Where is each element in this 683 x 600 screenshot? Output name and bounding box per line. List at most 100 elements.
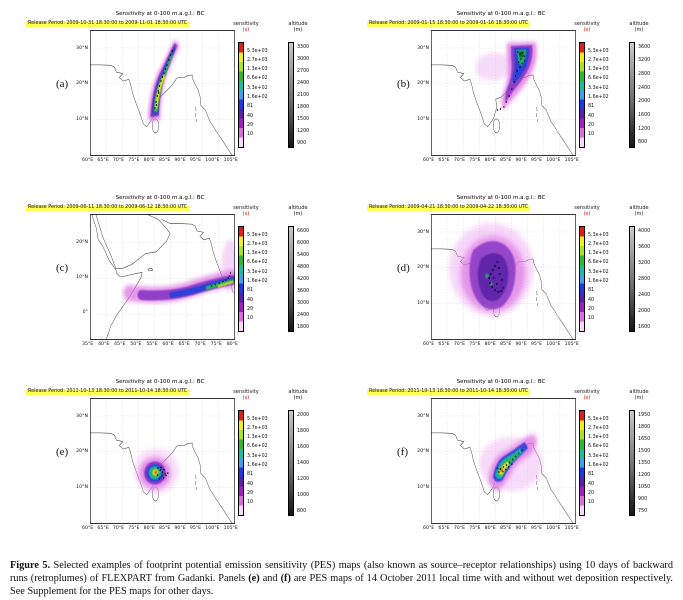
release-period-label: Release Period: 2009-10-31 18:30:00 to 2… <box>26 20 190 27</box>
map-plot <box>90 398 235 524</box>
tick-label: 40 <box>588 481 595 487</box>
sensitivity-colorbar-title: sensitivity (s) <box>228 205 264 217</box>
tick-label: 1800 <box>297 428 310 434</box>
trajectory-dots <box>496 51 526 111</box>
sensitivity-colorbar <box>579 410 585 516</box>
sensitivity-unit: (s) <box>242 27 250 33</box>
tick-label: 10°N <box>417 484 429 490</box>
panel-letter: (c) <box>56 262 69 274</box>
altitude-label: altitude <box>288 21 308 27</box>
sensitivity-colorbar <box>238 42 244 148</box>
caption-text-3: are PES maps of 14 October 2011 local ti… <box>10 572 674 597</box>
sensitivity-colorbar-ticks: 5.3e+03 2.7e+03 1.3e+03 6.6e+02 3.3e+02 1.6e+… <box>247 417 273 506</box>
tick-label: 70°E <box>194 341 206 347</box>
tick-label: 2.7e+03 <box>588 425 609 431</box>
tick-label: 5.3e+03 <box>588 48 609 54</box>
tick-label: 65°E <box>97 157 109 163</box>
y-axis-labels: 30°N 20°N 10°N <box>62 414 88 490</box>
tick-label: 105°E <box>223 157 238 163</box>
tick-label: 20 <box>247 307 254 313</box>
sensitivity-label: sensitivity <box>574 389 600 395</box>
tick-label: 35°E <box>82 341 94 347</box>
tick-label: 1600 <box>297 444 310 450</box>
tick-label: 1200 <box>638 472 651 478</box>
tick-label: 40 <box>588 297 595 303</box>
tick-label: 20°N <box>417 81 429 87</box>
tick-label: 6.6e+02 <box>588 260 609 266</box>
pes-plume <box>133 448 180 494</box>
tick-label: 4000 <box>638 228 651 234</box>
tick-label: 1400 <box>297 460 310 466</box>
tick-label: 30°N <box>417 229 429 235</box>
y-axis-labels: 30°N 20°N 10°N <box>62 46 88 122</box>
altitude-colorbar-ticks: 2000 1800 1600 1400 1200 1000 800 <box>297 413 319 514</box>
tick-label: 40 <box>247 297 254 303</box>
map-panel-d <box>431 214 576 340</box>
tick-label: 10 <box>588 500 595 506</box>
tick-label: 30°N <box>76 45 88 51</box>
tick-label: 1.3e+03 <box>247 435 268 441</box>
tick-label: 81 <box>588 104 595 110</box>
altitude-colorbar <box>288 42 294 148</box>
tick-label: 900 <box>297 140 307 146</box>
sensitivity-colorbar-title: sensitivity (s) <box>569 389 605 401</box>
sensitivity-label: sensitivity <box>574 205 600 211</box>
tick-label: 45°E <box>114 341 126 347</box>
altitude-unit: (m) <box>293 27 303 33</box>
x-axis-labels: 60°E 65°E 70°E 75°E 80°E 85°E 90°E 95°E 100°E 105… <box>423 526 579 531</box>
tick-label: 3200 <box>638 58 651 64</box>
altitude-colorbar-title: altitude (m) <box>621 389 657 401</box>
caption-text-1: Selected examples of footprint potential… <box>10 560 673 584</box>
sensitivity-colorbar-title: sensitivity (s) <box>569 21 605 33</box>
tick-label: 70°E <box>453 157 466 163</box>
tick-label: 75°E <box>469 157 481 163</box>
tick-label: 5.3e+03 <box>247 416 268 422</box>
map-plot <box>90 30 235 156</box>
sensitivity-colorbar-ticks: 5.3e+03 2.7e+03 1.3e+03 6.6e+02 3.3e+02 1.6e+… <box>588 417 614 506</box>
tick-label: 90°E <box>515 525 527 531</box>
map-plot <box>431 214 576 340</box>
tick-label: 6.6e+02 <box>588 76 609 82</box>
sensitivity-label: sensitivity <box>233 21 259 27</box>
altitude-label: altitude <box>629 21 649 27</box>
tick-label: 80°E <box>484 157 496 163</box>
tick-label: 95°E <box>530 525 543 531</box>
y-axis-labels: 30°N 20°N 10°N <box>403 414 429 490</box>
tick-label: 105°E <box>564 525 579 531</box>
tick-label: 20 <box>247 123 254 129</box>
tick-label: 65°E <box>438 341 450 347</box>
tick-label: 81 <box>588 472 595 478</box>
sensitivity-colorbar-ticks: 5.3e+03 2.7e+03 1.3e+03 6.6e+02 3.3e+02 1.6e+… <box>588 49 614 138</box>
release-period-label: Release Period: 2009-04-21 18:30:00 to 2… <box>367 204 531 211</box>
tick-label: 2700 <box>297 68 310 74</box>
tick-label: 1.6e+02 <box>247 279 268 285</box>
tick-label: 5.3e+03 <box>588 232 609 238</box>
tick-label: 80°E <box>484 525 496 531</box>
grid-lines <box>431 30 576 156</box>
trajectory-dots <box>488 261 505 293</box>
tick-label: 1.6e+02 <box>588 95 609 101</box>
tick-label: 20°N <box>76 449 88 455</box>
tick-label: 1600 <box>638 113 651 119</box>
panel-letter: (f) <box>397 446 408 458</box>
tick-label: 5.3e+03 <box>247 48 268 54</box>
tick-label: 90°E <box>174 525 186 531</box>
tick-label: 10°N <box>76 116 88 122</box>
tick-label: 10 <box>588 132 595 138</box>
tick-label: 80°E <box>484 341 496 347</box>
altitude-unit: (m) <box>634 27 644 33</box>
panel-d: Sensitivity at 0-100 m.a.g.l.: BC Releas… <box>341 190 683 374</box>
tick-label: 3.3e+02 <box>588 453 609 459</box>
tick-label: 750 <box>638 508 648 514</box>
tick-label: 2800 <box>638 71 651 77</box>
altitude-label: altitude <box>288 205 308 211</box>
tick-label: 20°N <box>417 265 429 271</box>
tick-label: 800 <box>297 508 307 514</box>
tick-label: 4800 <box>297 264 310 270</box>
panel-title: Sensitivity at 0-100 m.a.g.l.: BC <box>456 379 546 385</box>
tick-label: 2.7e+03 <box>247 241 268 247</box>
map-panel-f <box>431 398 576 524</box>
altitude-colorbar-ticks: 4000 3600 3200 2800 2400 2000 1600 <box>638 229 660 330</box>
tick-label: 75°E <box>128 525 140 531</box>
